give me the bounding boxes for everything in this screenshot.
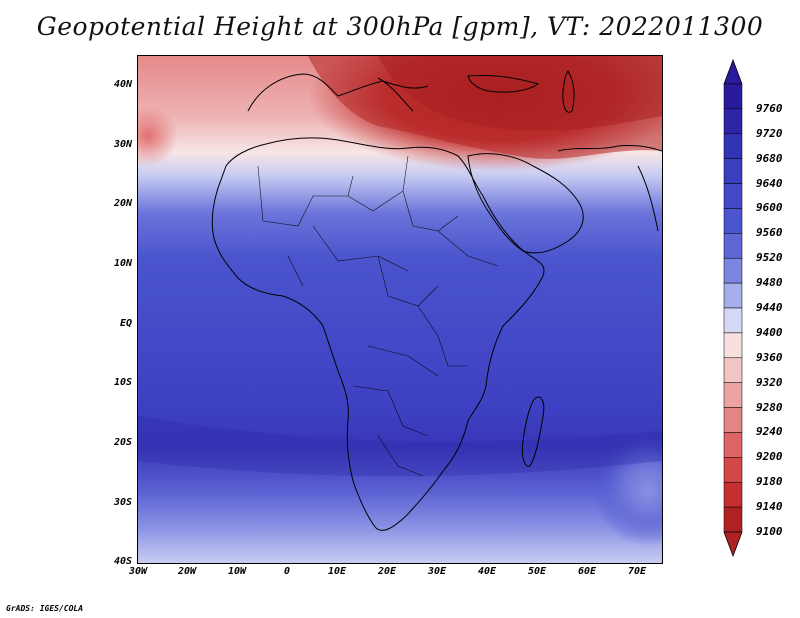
lon-label: 70E: [627, 566, 647, 577]
colorbar-level-label: 9400: [756, 325, 783, 339]
colorbar-level-label: 9200: [756, 450, 783, 464]
colorbar-level-label: 9760: [756, 101, 783, 115]
colorbar-level-label: 9720: [756, 126, 783, 140]
colorbar-level-label: 9280: [756, 400, 783, 414]
lon-label: 10E: [327, 566, 347, 577]
map-field: [138, 56, 662, 563]
colorbar-swatch: [723, 457, 743, 483]
colorbar-level-label: 9140: [756, 500, 783, 514]
colorbar-level-label: 9100: [756, 525, 783, 538]
colorbar-level-label: 9680: [756, 151, 783, 165]
colorbar-level-label: 9440: [756, 301, 783, 314]
lat-label: 20N: [113, 198, 132, 209]
lat-label: EQ: [119, 318, 132, 329]
colorbar-swatch: [723, 233, 743, 259]
colorbar-swatch: [723, 307, 743, 334]
colorbar-swatch: [723, 432, 743, 458]
colorbar-level-label: 9640: [756, 176, 783, 190]
colorbar-swatch: [723, 83, 743, 110]
colorbar-level-label: 9240: [756, 425, 783, 439]
country-borders: [257, 155, 499, 477]
colorbar-level-label: 9520: [756, 251, 783, 265]
colorbar-level-label: 9180: [756, 475, 783, 489]
coastline-outline: [211, 70, 662, 531]
lon-label: 30W: [128, 566, 148, 577]
map-plot-area: [137, 55, 663, 564]
colorbar-swatch: [723, 208, 743, 234]
lon-label: 60E: [577, 566, 597, 577]
colorbar-swatch: [723, 108, 743, 135]
lat-label: 10N: [113, 258, 132, 269]
colorbar-swatch: [723, 357, 743, 383]
lat-label: 30N: [113, 139, 132, 150]
colorbar-level-label: 9320: [756, 375, 783, 389]
colorbar-top-arrow: [723, 58, 743, 85]
colorbar-swatch: [723, 282, 743, 309]
lat-label: 40N: [113, 79, 132, 90]
lon-label: 20E: [377, 566, 397, 577]
colorbar-level-label: 9480: [756, 276, 783, 290]
colorbar-swatch: [723, 183, 743, 209]
map-title: Geopotential Height at 300hPa [gpm], VT:…: [36, 12, 764, 41]
lon-label: 10W: [227, 566, 247, 577]
colorbar-level-label: 9600: [756, 201, 783, 215]
lat-label: 40S: [113, 556, 132, 567]
lon-label: 40E: [477, 566, 497, 577]
colorbar-swatch: [723, 382, 743, 408]
colorbar-swatch: [723, 407, 743, 433]
colorbar-swatch: [723, 158, 743, 184]
lon-label: 20W: [177, 566, 197, 577]
colorbar-swatch: [723, 481, 743, 508]
lon-label: 0: [283, 566, 291, 577]
colorbar-bottom-arrow: [723, 531, 743, 558]
colorbar-swatch: [723, 133, 743, 159]
lat-label: 20S: [113, 437, 132, 448]
lat-label: 10S: [113, 377, 132, 388]
colorbar: [723, 58, 743, 558]
colorbar-level-label: 9360: [756, 350, 783, 364]
colorbar-level-label: 9560: [756, 226, 783, 240]
colorbar-swatch: [723, 506, 743, 533]
lon-label: 50E: [527, 566, 547, 577]
colorbar-swatch: [723, 332, 743, 359]
credit-text: GrADS: IGES/COLA: [6, 604, 84, 613]
lat-label: 30S: [113, 497, 132, 508]
colorbar-swatch: [723, 257, 743, 284]
lon-label: 30E: [427, 566, 447, 577]
